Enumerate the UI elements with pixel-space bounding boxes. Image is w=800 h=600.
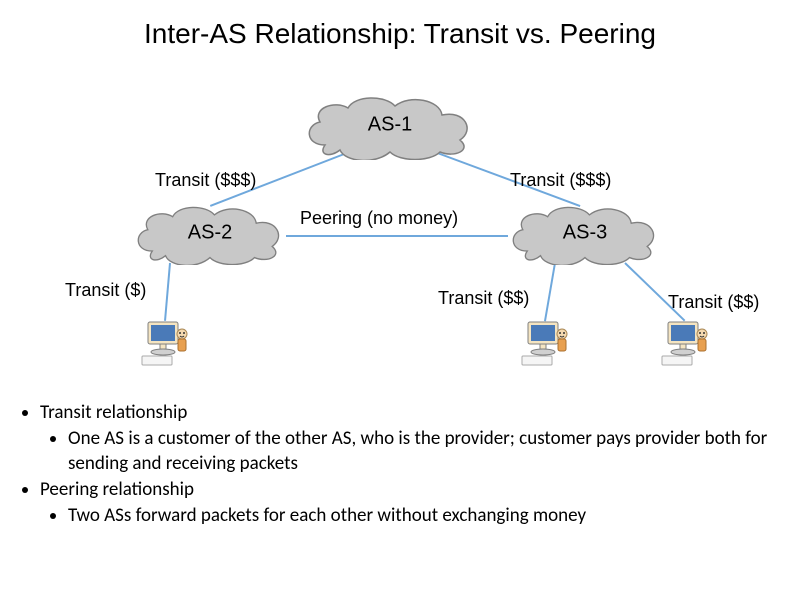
edge-label-transit-right: Transit ($$$): [510, 170, 611, 191]
node-as3-label: AS-3: [505, 221, 665, 244]
bullet-text: Peering relationship: [40, 478, 194, 501]
edge-label-transit-bottom-left: Transit ($): [65, 280, 146, 301]
edge-as2-as3: [286, 235, 508, 237]
network-diagram: AS-1 AS-2 AS-3 Transit ($$$) Transit ($$…: [0, 70, 800, 370]
list-item: One AS is a customer of the other AS, wh…: [68, 426, 786, 477]
node-as2-label: AS-2: [130, 221, 290, 244]
edge-label-peering: Peering (no money): [300, 208, 458, 229]
edge-label-transit-bottom-mid: Transit ($$): [438, 288, 529, 309]
node-as1: AS-1: [300, 90, 480, 160]
edge-label-transit-bottom-right: Transit ($$): [668, 292, 759, 313]
edge-as2-host: [164, 263, 171, 321]
edge-as3-host1: [544, 263, 556, 321]
bullet-text: Two ASs forward packets for each other w…: [68, 504, 586, 527]
node-as2: AS-2: [130, 200, 290, 265]
bullet-text: Transit relationship: [40, 401, 187, 424]
edge-label-transit-left: Transit ($$$): [155, 170, 256, 191]
node-as3: AS-3: [505, 200, 665, 265]
bullet-text: One AS is a customer of the other AS, wh…: [68, 427, 767, 476]
list-item: Transit relationship One AS is a custome…: [40, 400, 786, 477]
node-as1-label: AS-1: [300, 114, 480, 137]
bullet-list: Transit relationship One AS is a custome…: [16, 400, 786, 528]
host-icon: [520, 320, 570, 373]
host-icon: [140, 320, 190, 373]
list-item: Peering relationship Two ASs forward pac…: [40, 477, 786, 528]
host-icon: [660, 320, 710, 373]
list-item: Two ASs forward packets for each other w…: [68, 503, 786, 529]
page-title: Inter-AS Relationship: Transit vs. Peeri…: [0, 18, 800, 50]
